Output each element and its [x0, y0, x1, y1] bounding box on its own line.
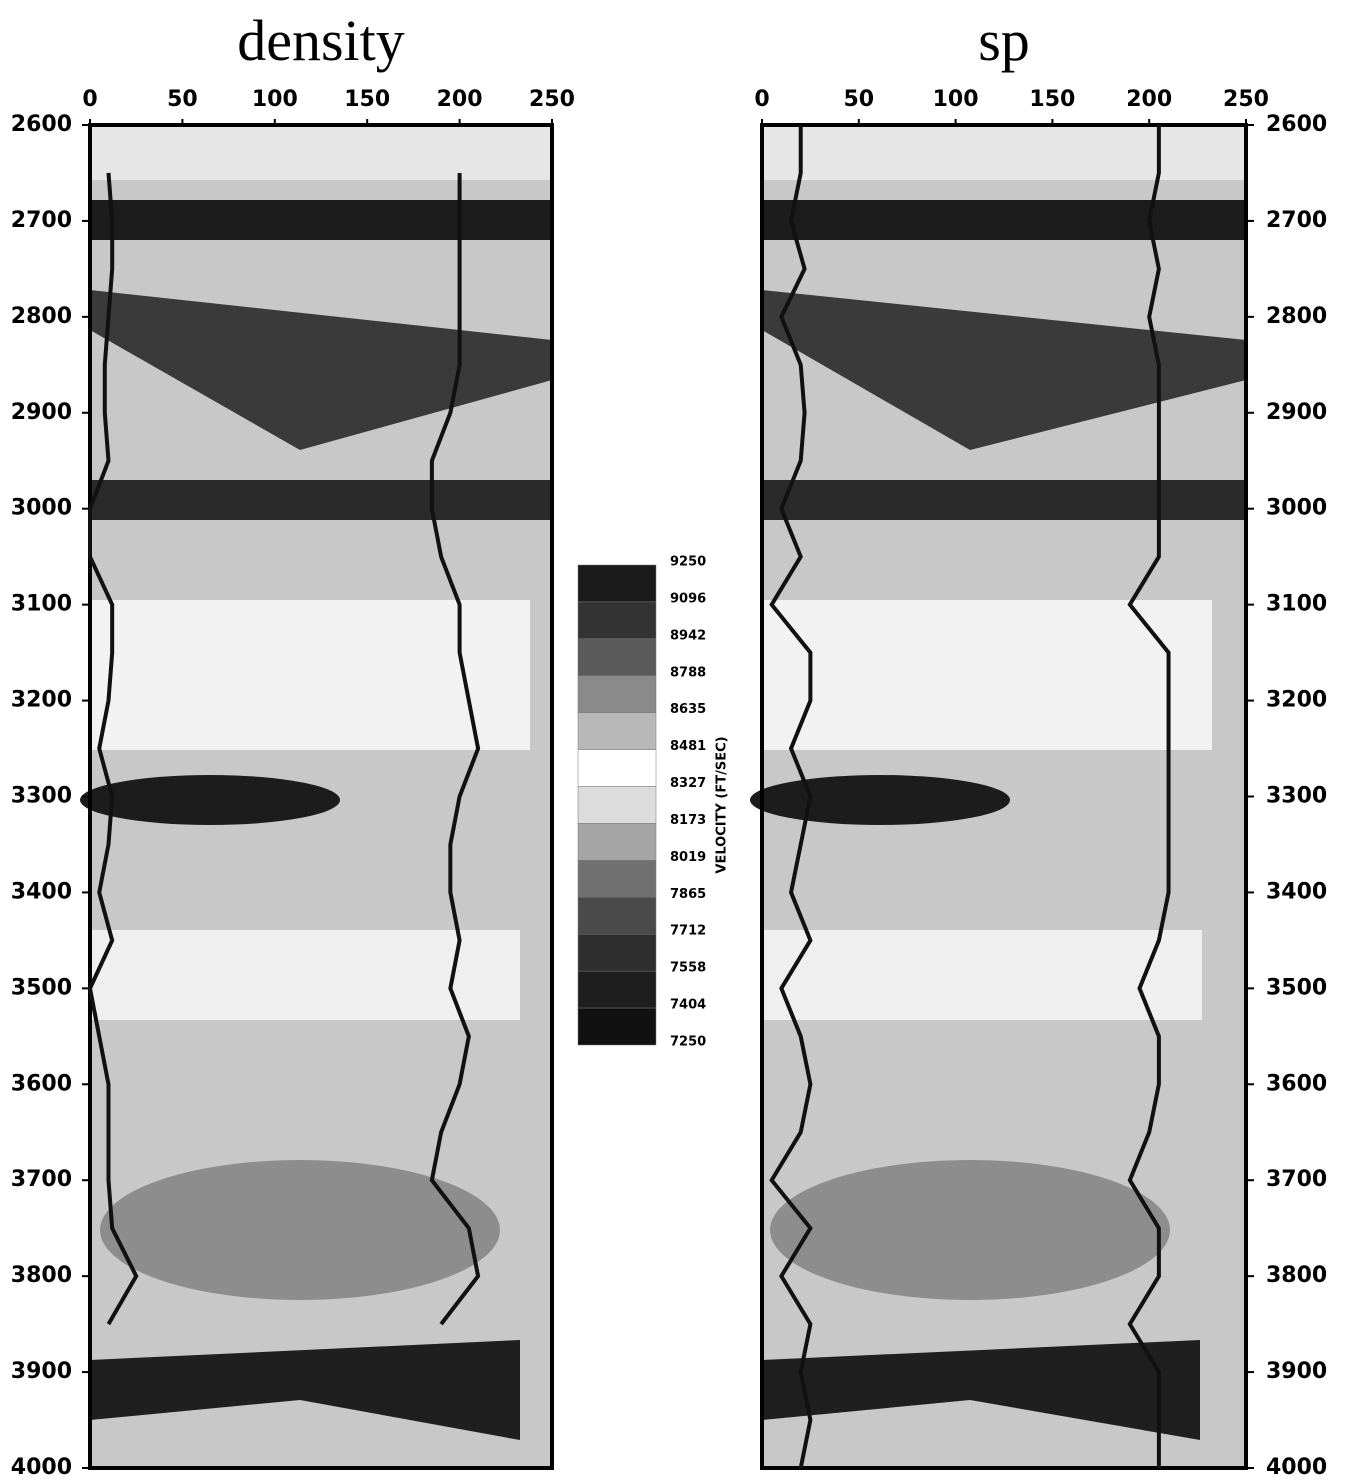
- y-tick-label: 3000: [11, 496, 72, 521]
- sp-background: [750, 125, 1246, 1468]
- panel-title: sp: [978, 8, 1030, 73]
- y-tick-label: 3500: [1266, 975, 1327, 1000]
- y-tick-label: 3700: [1266, 1167, 1327, 1192]
- colorbar-band: [577, 1007, 657, 1046]
- x-tick-label: 50: [843, 87, 874, 112]
- y-tick-label: 4000: [1266, 1455, 1327, 1480]
- colorbar-band: [577, 712, 657, 750]
- log-curve: [87, 172, 139, 1326]
- y-tick-label: 2600: [11, 112, 72, 137]
- y-tick-label: 3400: [1266, 879, 1327, 904]
- y-tick-label: 2900: [1266, 400, 1327, 425]
- colorbar-tick-label: 7250: [670, 1035, 706, 1050]
- colorbar-band: [577, 933, 657, 972]
- density-background: [80, 125, 552, 1468]
- y-tick-label: 3000: [1266, 496, 1327, 521]
- colorbar-tick-label: 8942: [670, 628, 706, 643]
- colorbar-band: [577, 823, 657, 861]
- x-tick-label: 0: [82, 87, 97, 112]
- colorbar-label: VELOCITY (FT/SEC): [715, 736, 730, 873]
- y-tick-label: 2700: [1266, 208, 1327, 233]
- colorbar-tick-label: 8481: [670, 739, 706, 754]
- x-tick-label: 100: [933, 87, 979, 112]
- x-tick-label: 50: [167, 87, 198, 112]
- y-tick-label: 3600: [1266, 1071, 1327, 1096]
- colorbar-band: [577, 564, 657, 603]
- colorbar-band: [577, 786, 657, 824]
- colorbar-tick-label: 7865: [670, 887, 706, 902]
- y-tick-label: 3900: [1266, 1359, 1327, 1384]
- x-tick-label: 0: [754, 87, 769, 112]
- y-tick-label: 3200: [11, 688, 72, 713]
- log-curve: [769, 125, 813, 1469]
- colorbar-tick-label: 7712: [670, 924, 706, 939]
- colorbar-tick-label: 8635: [670, 702, 706, 717]
- panel-title: density: [237, 8, 405, 73]
- x-tick-label: 150: [1029, 87, 1075, 112]
- colorbar-tick-label: 8788: [670, 665, 706, 680]
- colorbar-band: [577, 601, 657, 640]
- colorbar-band: [577, 897, 657, 935]
- colorbar-band: [577, 970, 657, 1009]
- colorbar-tick-label: 9096: [670, 591, 706, 606]
- y-tick-label: 3100: [1266, 592, 1327, 617]
- y-tick-label: 4000: [11, 1455, 72, 1480]
- colorbar-band: [577, 860, 657, 898]
- y-tick-label: 3400: [11, 879, 72, 904]
- y-tick-label: 3200: [1266, 688, 1327, 713]
- y-tick-label: 3500: [11, 975, 72, 1000]
- x-tick-label: 200: [1126, 87, 1172, 112]
- x-tick-label: 250: [1223, 87, 1269, 112]
- colorbar-tick-label: 7404: [670, 998, 706, 1013]
- x-tick-label: 150: [344, 87, 390, 112]
- log-curve: [1127, 125, 1171, 1468]
- log-curve: [429, 172, 481, 1326]
- colorbar-band: [577, 675, 657, 713]
- y-tick-label: 2700: [11, 208, 72, 233]
- y-tick-label: 3600: [11, 1071, 72, 1096]
- colorbar-tick-label: 8173: [670, 813, 706, 828]
- y-tick-label: 2600: [1266, 112, 1327, 137]
- y-tick-label: 3800: [11, 1263, 72, 1288]
- colorbar-tick-label: 8019: [670, 850, 706, 865]
- x-tick-label: 200: [437, 87, 483, 112]
- y-tick-label: 3300: [1266, 784, 1327, 809]
- colorbar-tick-label: 7558: [670, 961, 706, 976]
- y-tick-label: 2800: [11, 304, 72, 329]
- y-tick-label: 2800: [1266, 304, 1327, 329]
- y-tick-label: 3900: [11, 1359, 72, 1384]
- x-tick-label: 250: [529, 87, 575, 112]
- x-tick-label: 100: [252, 87, 298, 112]
- y-tick-label: 3300: [11, 784, 72, 809]
- y-tick-label: 3700: [11, 1167, 72, 1192]
- y-tick-label: 3800: [1266, 1263, 1327, 1288]
- y-tick-label: 3100: [11, 592, 72, 617]
- colorbar-tick-label: 9250: [670, 555, 706, 570]
- colorbar-band: [577, 749, 657, 787]
- colorbar-tick-label: 8327: [670, 776, 706, 791]
- colorbar-band: [577, 638, 657, 677]
- y-tick-label: 2900: [11, 400, 72, 425]
